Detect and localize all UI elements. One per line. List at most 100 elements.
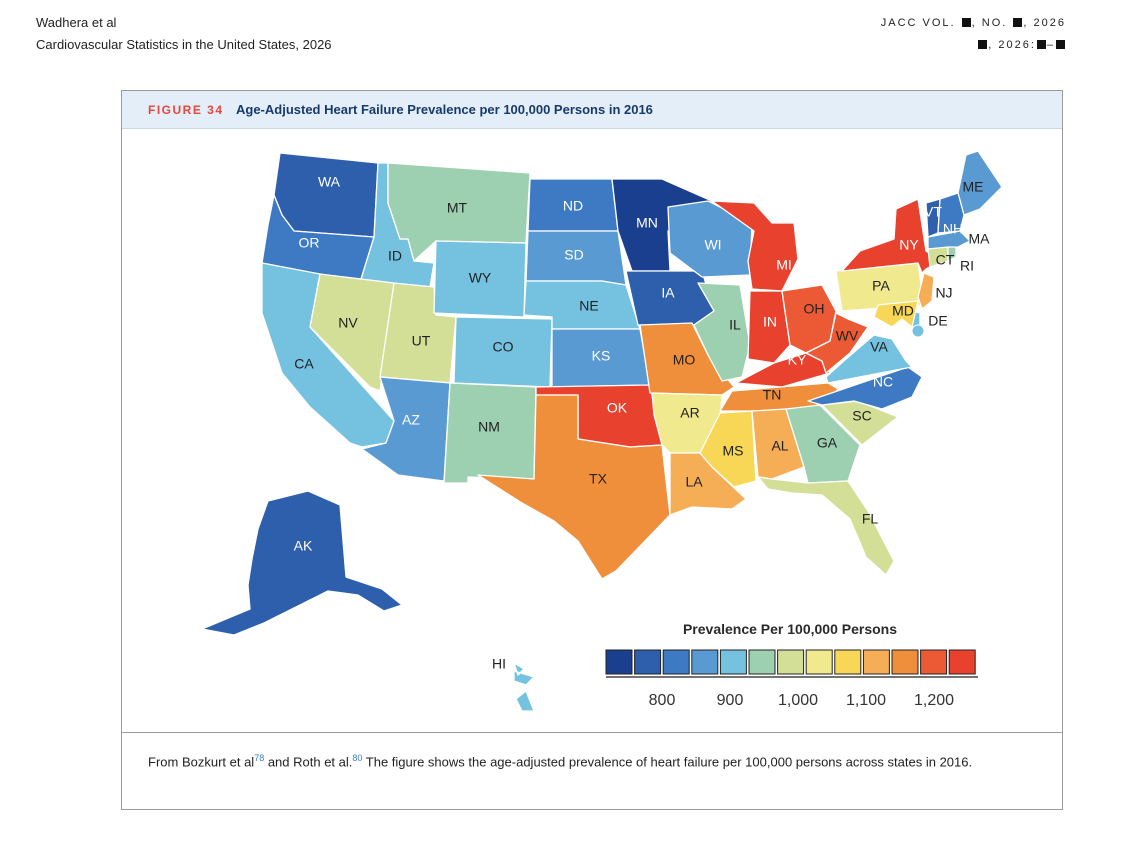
figure-title: Age-Adjusted Heart Failure Prevalence pe… bbox=[236, 102, 653, 117]
state-RI bbox=[947, 246, 957, 262]
state-WV bbox=[805, 312, 869, 374]
label-AZ: AZ bbox=[402, 412, 420, 428]
label-WI: WI bbox=[704, 237, 721, 253]
legend-tick-label: 1,000 bbox=[778, 692, 818, 709]
label-NE: NE bbox=[579, 298, 598, 314]
label-HI: HI bbox=[492, 656, 506, 672]
state-NH bbox=[937, 192, 965, 234]
state-NY bbox=[841, 198, 943, 274]
state-AK bbox=[201, 490, 403, 636]
legend-swatch bbox=[891, 649, 919, 675]
state-NJ bbox=[917, 272, 935, 310]
figure-caption: From Bozkurt et al78 and Roth et al.80 T… bbox=[148, 747, 1038, 773]
map-legend: Prevalence Per 100,000 Persons 800 900 1,0… bbox=[605, 621, 978, 709]
state-labels: WA OR CA ID NV UT AZ MT WY CO NM ND SD N… bbox=[294, 174, 991, 672]
label-NC: NC bbox=[873, 374, 893, 390]
label-OK: OK bbox=[607, 400, 628, 416]
label-ME: ME bbox=[963, 179, 984, 195]
label-FL: FL bbox=[862, 511, 879, 527]
redacted-block bbox=[1056, 40, 1065, 49]
dc-marker bbox=[911, 324, 925, 338]
label-MN: MN bbox=[636, 215, 658, 231]
state-IN bbox=[747, 290, 791, 364]
running-header-right: JACC VOL. , NO. , 2026 , 2026: – bbox=[881, 12, 1066, 56]
state-HI bbox=[513, 662, 535, 712]
state-FL bbox=[757, 476, 895, 576]
label-WY: WY bbox=[469, 270, 492, 286]
journal-no: , NO. bbox=[971, 17, 1008, 29]
header-journal-line: JACC VOL. , NO. , 2026 bbox=[881, 12, 1066, 34]
state-MT bbox=[387, 162, 531, 262]
state-NC bbox=[807, 366, 923, 410]
legend-swatch bbox=[605, 649, 633, 675]
caption-text-3: The figure shows the age-adjusted preval… bbox=[362, 754, 973, 770]
legend-swatches bbox=[605, 649, 976, 675]
legend-tick-label: 1,100 bbox=[846, 692, 886, 709]
state-MD bbox=[873, 300, 919, 328]
choropleth-map: WA OR CA ID NV UT AZ MT WY CO NM ND SD N… bbox=[201, 150, 1003, 712]
state-MO bbox=[639, 322, 735, 396]
label-NH: NH bbox=[943, 221, 963, 237]
label-KY: KY bbox=[788, 352, 807, 368]
legend-title: Prevalence Per 100,000 Persons bbox=[683, 621, 897, 637]
legend-swatch bbox=[691, 649, 719, 675]
label-OH: OH bbox=[804, 301, 825, 317]
label-AR: AR bbox=[680, 405, 699, 421]
state-MA bbox=[927, 230, 971, 250]
label-WV: WV bbox=[836, 328, 859, 344]
legend-swatch bbox=[948, 649, 976, 675]
legend-swatch bbox=[862, 649, 890, 675]
label-VA: VA bbox=[870, 339, 888, 355]
label-GA: GA bbox=[817, 435, 838, 451]
label-PA: PA bbox=[872, 278, 890, 294]
label-MS: MS bbox=[723, 443, 744, 459]
legend-tick-label: 800 bbox=[649, 692, 676, 709]
caption-ref-1[interactable]: 78 bbox=[254, 753, 265, 763]
label-IN: IN bbox=[763, 314, 777, 330]
label-CO: CO bbox=[493, 339, 514, 355]
label-WA: WA bbox=[318, 174, 341, 190]
legend-tick-label: 900 bbox=[717, 692, 744, 709]
legend-ticks: 800 900 1,000 1,100 1,200 bbox=[649, 692, 954, 709]
label-VT: VT bbox=[924, 204, 942, 220]
label-NJ: NJ bbox=[935, 285, 952, 301]
legend-swatch bbox=[748, 649, 776, 675]
header-authors: Wadhera et al bbox=[36, 15, 117, 30]
label-MD: MD bbox=[892, 303, 914, 319]
label-MO: MO bbox=[673, 352, 696, 368]
label-OR: OR bbox=[299, 235, 320, 251]
label-NV: NV bbox=[338, 315, 358, 331]
label-AL: AL bbox=[771, 438, 788, 454]
label-LA: LA bbox=[685, 474, 703, 490]
state-MI bbox=[711, 200, 799, 292]
label-MA: MA bbox=[969, 231, 991, 247]
legend-tick-label: 1,200 bbox=[914, 692, 954, 709]
journal-prefix: JACC VOL. bbox=[880, 17, 956, 29]
label-RI: RI bbox=[960, 258, 974, 274]
label-NY: NY bbox=[899, 237, 919, 253]
journal-year: , 2026 bbox=[1023, 17, 1066, 29]
state-TX bbox=[477, 394, 671, 580]
caption-ref-2[interactable]: 80 bbox=[352, 753, 363, 763]
figure-panel: FIGURE 34 Age-Adjusted Heart Failure Pre… bbox=[121, 90, 1063, 810]
label-DE: DE bbox=[928, 313, 947, 329]
legend-swatch bbox=[834, 649, 862, 675]
pages-year: , 2026: bbox=[988, 39, 1036, 51]
label-MT: MT bbox=[447, 200, 468, 216]
state-VA bbox=[825, 334, 913, 384]
state-MN bbox=[611, 178, 713, 272]
header-pages-line: , 2026: – bbox=[881, 34, 1066, 56]
redacted-block bbox=[961, 18, 971, 27]
redacted-block bbox=[1036, 40, 1046, 49]
label-KS: KS bbox=[592, 348, 611, 364]
legend-swatch bbox=[805, 649, 833, 675]
label-TX: TX bbox=[589, 471, 608, 487]
state-WY bbox=[433, 240, 527, 318]
figure-number: FIGURE 34 bbox=[148, 103, 224, 117]
caption-text-1: From Bozkurt et al bbox=[148, 754, 255, 770]
header-article-title: Cardiovascular Statistics in the United … bbox=[36, 37, 332, 52]
state-IL bbox=[693, 282, 751, 382]
legend-swatch bbox=[634, 649, 662, 675]
figure-title-bar: FIGURE 34 Age-Adjusted Heart Failure Pre… bbox=[122, 91, 1062, 129]
caption-divider bbox=[122, 732, 1062, 733]
